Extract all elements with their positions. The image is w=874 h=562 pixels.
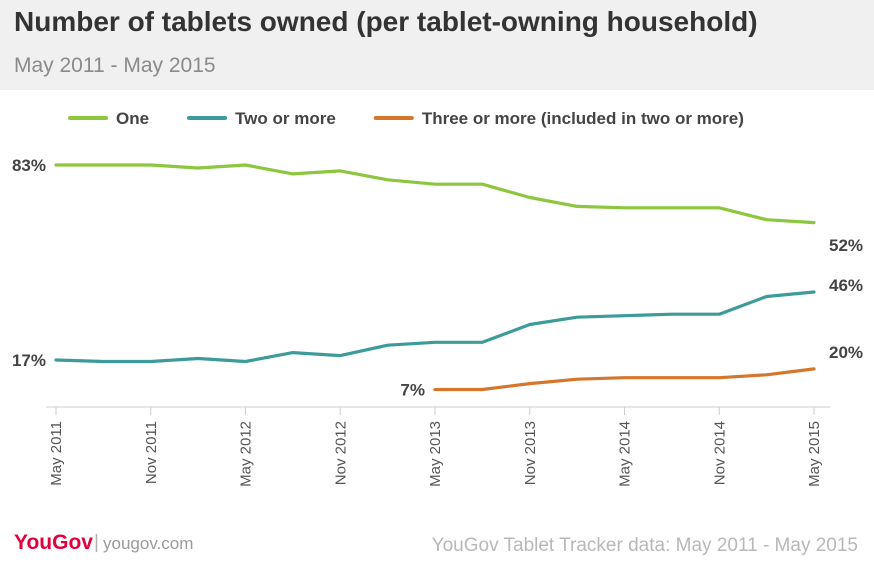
yougov-logo: YouGov: [14, 531, 93, 554]
footer-site-link[interactable]: yougov.com: [103, 534, 194, 553]
series-line-1: [54, 290, 816, 364]
legend-label-2: Three or more (included in two or more): [422, 109, 744, 128]
footer-source: YouGov Tablet Tracker data: May 2011 - M…: [431, 535, 858, 556]
x-tick-label-8: May 2015: [806, 421, 823, 487]
footer-separator: |: [94, 532, 99, 553]
series-line-0: [54, 163, 816, 225]
series-end-label-2: 20%: [829, 343, 863, 362]
x-tick-label-3: Nov 2012: [332, 421, 349, 485]
series-start-label-0: 83%: [12, 156, 46, 175]
series-start-label-2: 7%: [400, 381, 425, 400]
series-start-label-1: 17%: [12, 351, 46, 370]
chart-title: Number of tablets owned (per tablet-owni…: [14, 6, 758, 37]
header: Number of tablets owned (per tablet-owni…: [0, 0, 874, 90]
x-tick-label-4: May 2013: [427, 421, 444, 487]
x-tick-label-1: Nov 2011: [143, 421, 160, 484]
series-line-2: [433, 367, 816, 392]
legend-label-1: Two or more: [235, 109, 336, 128]
legend-label-0: One: [116, 109, 149, 128]
x-tick-label-5: Nov 2013: [522, 421, 539, 485]
x-tick-label-0: May 2011: [48, 421, 65, 486]
series-end-label-0: 46%: [829, 276, 863, 295]
chart-subtitle: May 2011 - May 2015: [14, 54, 216, 77]
x-tick-label-6: May 2014: [617, 421, 634, 487]
x-tick-label-7: Nov 2014: [711, 421, 728, 485]
line-chart: May 2011 Nov 2011 May 2012 Nov 2012 May 2013…: [12, 109, 863, 487]
series-end-label-1: 52%: [829, 236, 863, 255]
x-tick-label-2: May 2012: [238, 421, 255, 487]
